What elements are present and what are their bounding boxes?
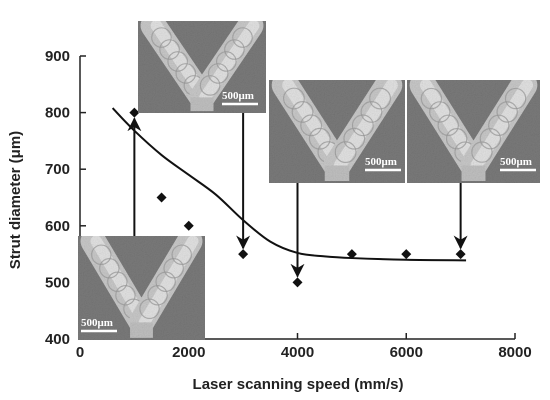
- data-point: [129, 107, 140, 118]
- data-point: [156, 192, 167, 203]
- x-tick-label: 2000: [172, 344, 205, 361]
- data-point: [292, 277, 303, 288]
- y-tick-label: 600: [45, 218, 70, 235]
- sem-micrograph-4000: 500μm: [269, 71, 405, 183]
- sem-micrograph-1000: 500μm: [78, 228, 205, 340]
- data-point: [346, 249, 357, 260]
- y-ticks: 400 500 600 700 800 900: [45, 48, 86, 348]
- x-tick-label: 6000: [390, 344, 423, 361]
- y-tick-label: 500: [45, 274, 70, 291]
- scale-bar-label: 500μm: [500, 156, 532, 168]
- x-axis-label: Laser scanning speed (mm/s): [193, 376, 404, 393]
- data-point: [238, 249, 249, 260]
- scale-bar-label: 500μm: [81, 317, 113, 329]
- y-tick-label: 900: [45, 48, 70, 65]
- data-points: [129, 107, 466, 288]
- y-tick-label: 800: [45, 105, 70, 122]
- scale-bar: 500μm: [500, 156, 536, 172]
- scale-bar: 500μm: [365, 156, 401, 172]
- inset-arrows: [127, 113, 468, 278]
- x-ticks: 0 2000 4000 6000 8000: [76, 333, 532, 361]
- data-point: [401, 249, 412, 260]
- scale-bar: 500μm: [222, 90, 258, 106]
- sem-micrograph-3000: 500μm: [138, 12, 266, 113]
- x-tick-label: 4000: [281, 344, 314, 361]
- scale-bar-label: 500μm: [222, 90, 254, 102]
- data-point: [455, 249, 466, 260]
- data-point: [183, 220, 194, 231]
- sem-insets: 500μm 500μm 500μm 500μm: [78, 12, 540, 340]
- sem-micrograph-7000: 500μm: [407, 71, 540, 183]
- x-tick-label: 8000: [498, 344, 531, 361]
- x-tick-label: 0: [76, 344, 84, 361]
- y-tick-label: 400: [45, 331, 70, 348]
- y-axis-label: Strut diameter (μm): [7, 131, 24, 269]
- y-tick-label: 700: [45, 161, 70, 178]
- scale-bar-label: 500μm: [365, 156, 397, 168]
- scale-bar: 500μm: [81, 317, 117, 333]
- trend-curve: [111, 107, 467, 262]
